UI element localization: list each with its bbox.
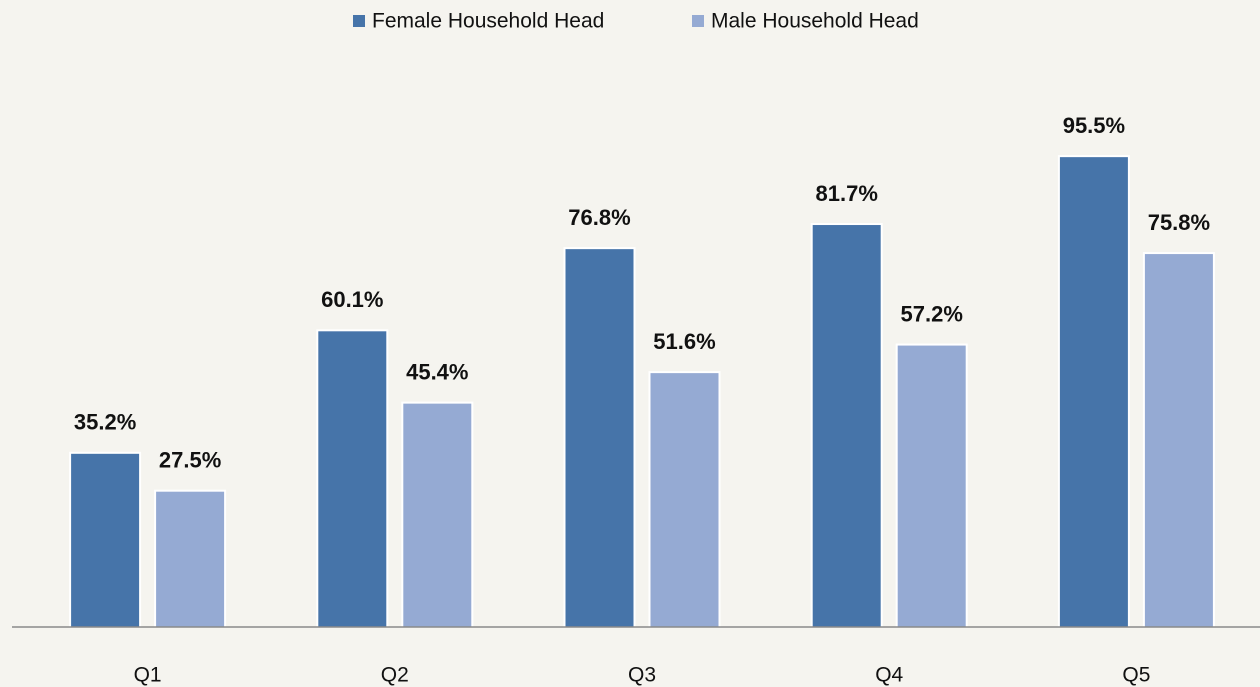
legend-label: Female Household Head [372, 10, 604, 33]
x-tick-label: Q5 [1122, 664, 1150, 687]
bar [71, 453, 140, 627]
bar [650, 373, 719, 627]
data-label: 45.4% [406, 359, 468, 384]
data-label: 57.2% [901, 301, 963, 326]
legend-label: Male Household Head [711, 10, 919, 33]
bar [897, 345, 966, 627]
bar [156, 491, 225, 627]
legend-swatch [692, 15, 704, 27]
bar [403, 403, 472, 627]
data-label: 35.2% [74, 410, 136, 435]
data-label: 95.5% [1063, 113, 1125, 138]
x-tick-label: Q1 [134, 664, 162, 687]
bar [318, 331, 387, 627]
x-tick-label: Q2 [381, 664, 409, 687]
bar [1144, 254, 1213, 627]
data-label: 81.7% [816, 181, 878, 206]
data-label: 76.8% [568, 205, 630, 230]
data-label: 51.6% [653, 329, 715, 354]
data-label: 60.1% [321, 287, 383, 312]
data-label: 27.5% [159, 448, 221, 473]
legend-swatch [353, 15, 365, 27]
bar [565, 249, 634, 628]
bar [812, 225, 881, 627]
x-tick-label: Q4 [875, 664, 903, 687]
data-label: 75.8% [1148, 210, 1210, 235]
x-tick-label: Q3 [628, 664, 656, 687]
bar [1059, 157, 1128, 627]
